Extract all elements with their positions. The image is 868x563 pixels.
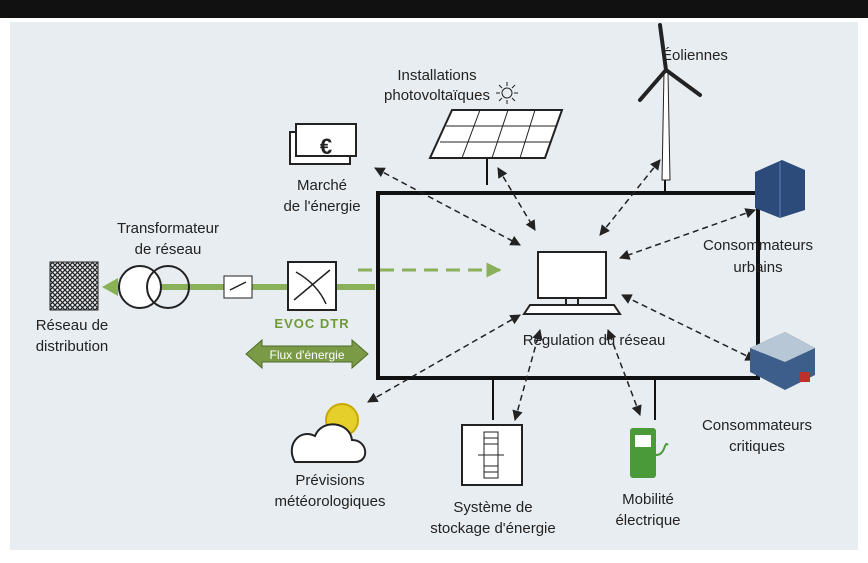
label: critiques	[729, 438, 785, 455]
label: Prévisions	[295, 472, 364, 489]
label: Système de	[453, 499, 532, 516]
label: Consommateurs	[702, 417, 812, 434]
weather-icon	[290, 403, 367, 463]
label: de l'énergie	[283, 198, 360, 215]
label: Réseau de	[36, 317, 109, 334]
evoc-icon	[287, 261, 337, 311]
label: Marché	[297, 177, 347, 194]
label: Installations	[397, 67, 476, 84]
critical-building	[750, 332, 815, 390]
ev-charger-icon	[630, 428, 669, 478]
label: électrique	[615, 512, 680, 529]
label: Mobilité	[622, 491, 674, 508]
storage-icon	[461, 424, 523, 486]
label: EVOC DTR	[274, 316, 349, 331]
label: de réseau	[135, 241, 202, 258]
label: urbains	[733, 259, 782, 276]
label: météorologiques	[275, 493, 386, 510]
svg-text:€: €	[320, 134, 332, 159]
computer-icon	[522, 251, 622, 315]
solar-panel	[428, 82, 564, 159]
label: distribution	[36, 338, 109, 355]
money-icon: €	[289, 123, 357, 165]
label: Consommateurs	[703, 237, 813, 254]
grid-icon	[49, 261, 99, 311]
connections	[358, 158, 756, 422]
top-bar	[0, 0, 868, 18]
urban-building	[755, 160, 805, 218]
label: Régulation du réseau	[523, 332, 666, 349]
switch-icon	[223, 275, 253, 299]
label: Transformateur	[117, 220, 219, 237]
grid-frame	[376, 191, 760, 380]
flow-arrow	[245, 338, 369, 370]
label: photovoltaïques	[384, 87, 490, 104]
wind-turbine	[638, 23, 702, 181]
labels: Installations photovoltaïques Éoliennes …	[36, 47, 813, 537]
label: Flux d'énergie	[270, 348, 345, 362]
transformer-icon	[118, 265, 190, 309]
label: stockage d'énergie	[430, 520, 555, 537]
label: Éoliennes	[662, 47, 728, 64]
